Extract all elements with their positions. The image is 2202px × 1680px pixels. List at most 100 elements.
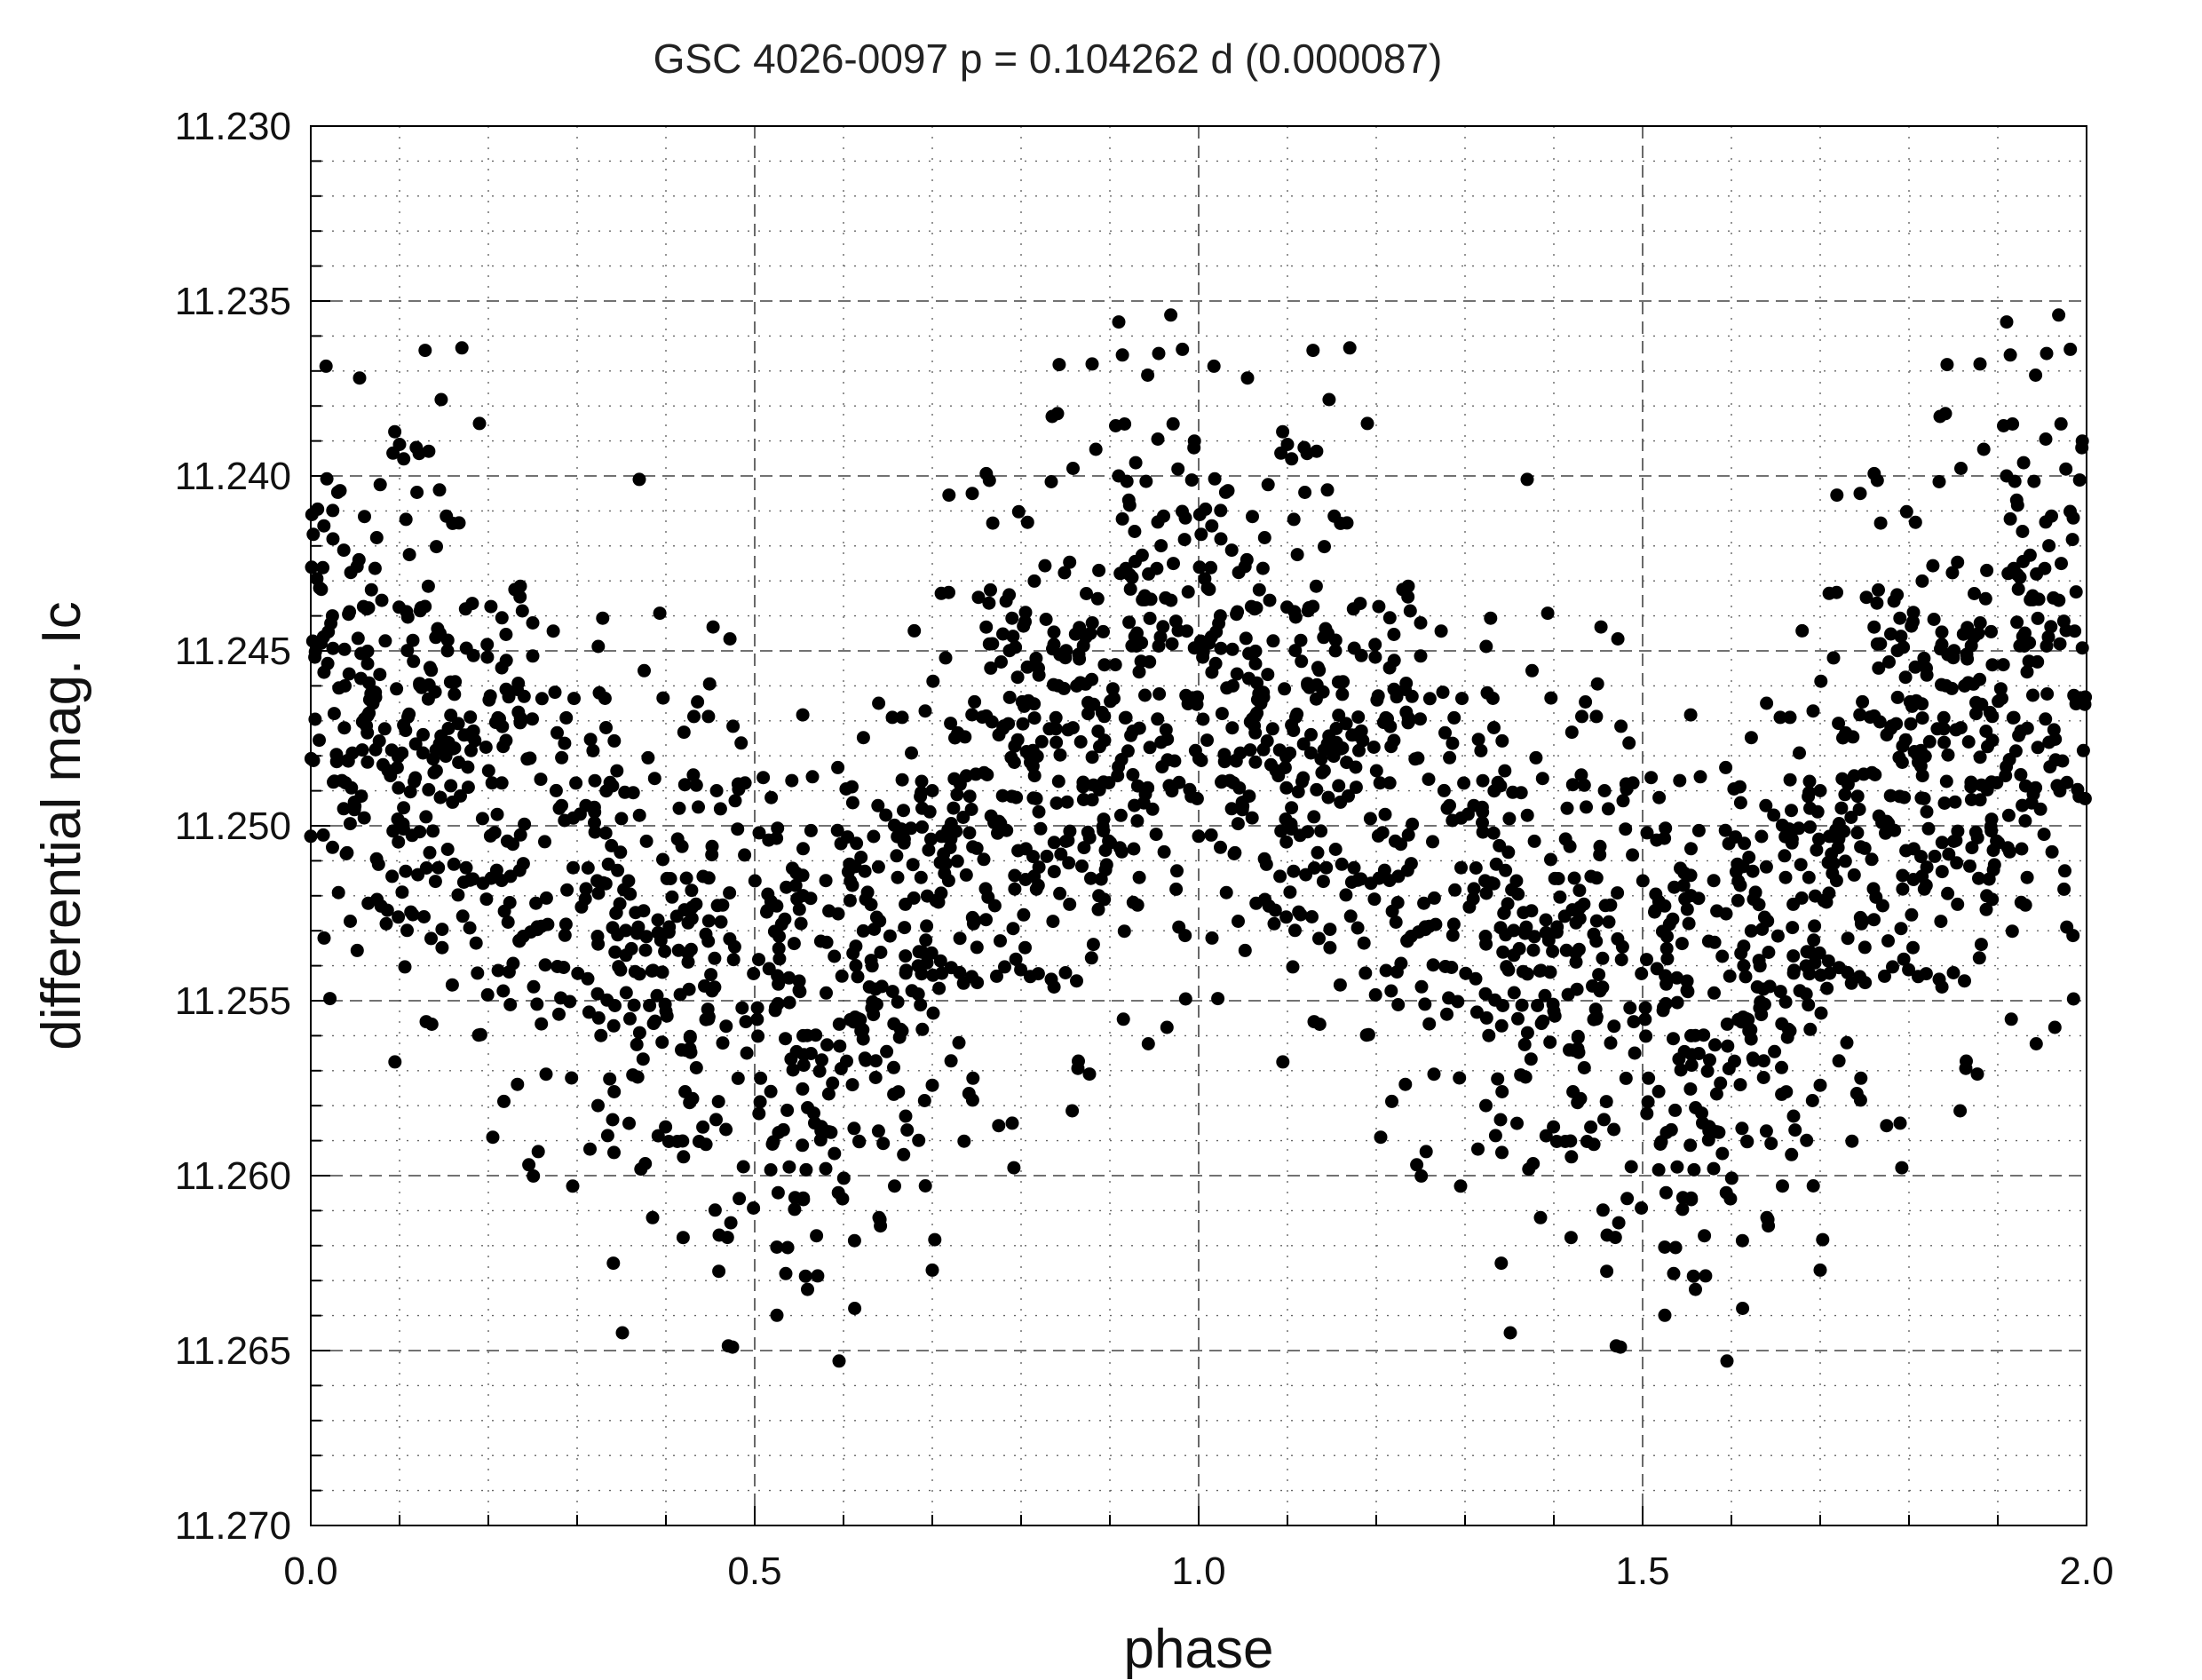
data-point bbox=[1638, 1012, 1652, 1026]
data-point bbox=[1454, 860, 1468, 875]
data-point bbox=[1507, 986, 1521, 1000]
data-point bbox=[658, 997, 672, 1011]
data-point bbox=[1047, 625, 1061, 639]
data-point bbox=[1328, 843, 1343, 856]
data-point bbox=[614, 845, 628, 860]
data-point bbox=[610, 764, 624, 778]
data-point bbox=[1996, 658, 2010, 672]
data-point bbox=[1141, 1037, 1155, 1050]
data-point bbox=[1999, 769, 2013, 783]
data-point bbox=[747, 1201, 761, 1215]
data-point bbox=[1803, 820, 1817, 834]
data-point bbox=[1572, 884, 1587, 898]
data-point bbox=[968, 694, 982, 709]
data-point bbox=[1808, 889, 1822, 903]
data-point bbox=[1006, 630, 1020, 644]
data-point bbox=[1010, 670, 1025, 685]
data-point bbox=[1274, 824, 1288, 838]
data-point bbox=[1141, 781, 1155, 795]
data-point bbox=[966, 840, 980, 854]
data-point bbox=[418, 344, 432, 358]
data-point bbox=[1938, 407, 1952, 421]
data-point bbox=[1368, 987, 1382, 1002]
data-point bbox=[1494, 1018, 1509, 1033]
data-point bbox=[1265, 722, 1279, 736]
data-point bbox=[1366, 741, 1381, 754]
data-point bbox=[2039, 515, 2053, 529]
data-point bbox=[701, 1002, 715, 1017]
data-point bbox=[1356, 733, 1370, 748]
data-point bbox=[994, 655, 1008, 669]
data-point bbox=[671, 943, 685, 957]
data-point bbox=[966, 1071, 980, 1085]
data-point bbox=[926, 1006, 940, 1020]
data-point bbox=[911, 959, 925, 973]
data-point bbox=[354, 671, 368, 685]
data-point bbox=[953, 777, 967, 791]
data-point bbox=[1046, 915, 1060, 929]
data-point bbox=[1806, 1179, 1820, 1193]
data-point bbox=[2048, 733, 2063, 746]
data-point bbox=[1063, 897, 1077, 911]
data-point bbox=[1529, 750, 1543, 765]
data-point bbox=[419, 810, 433, 824]
data-point bbox=[1951, 555, 1965, 569]
data-point bbox=[2029, 1037, 2043, 1050]
data-point bbox=[2072, 473, 2087, 487]
data-point bbox=[1608, 1231, 1622, 1245]
data-point bbox=[1844, 976, 1858, 990]
data-point bbox=[2022, 654, 2036, 669]
data-point bbox=[1541, 933, 1556, 947]
data-point bbox=[1572, 911, 1587, 925]
data-point bbox=[1786, 1109, 1801, 1123]
data-point bbox=[358, 510, 371, 524]
data-point bbox=[871, 860, 885, 874]
data-point bbox=[1343, 341, 1357, 355]
data-point bbox=[1628, 1046, 1642, 1060]
data-point bbox=[887, 1087, 901, 1101]
data-point bbox=[1422, 692, 1437, 706]
data-point bbox=[1332, 709, 1346, 722]
data-point bbox=[1339, 888, 1353, 902]
data-point bbox=[830, 823, 844, 837]
data-point bbox=[1229, 754, 1243, 768]
data-point bbox=[1060, 795, 1074, 809]
data-point bbox=[1427, 1067, 1441, 1082]
data-point bbox=[1600, 1264, 1614, 1279]
data-point bbox=[1248, 644, 1263, 658]
data-point bbox=[1546, 944, 1560, 958]
data-point bbox=[850, 836, 864, 851]
data-point bbox=[479, 892, 494, 907]
data-point bbox=[922, 843, 936, 857]
data-point bbox=[1050, 735, 1064, 749]
data-point bbox=[710, 899, 725, 913]
data-point bbox=[1117, 924, 1131, 939]
data-point bbox=[1438, 960, 1453, 973]
data-point bbox=[1006, 922, 1020, 936]
data-point bbox=[683, 1031, 697, 1045]
data-point bbox=[609, 906, 623, 920]
data-point bbox=[1014, 963, 1028, 977]
data-point bbox=[1448, 883, 1462, 897]
data-point bbox=[708, 951, 722, 965]
data-point bbox=[879, 808, 893, 822]
data-point bbox=[819, 1161, 833, 1176]
data-point bbox=[1681, 985, 1695, 999]
data-point bbox=[1085, 357, 1099, 371]
data-point bbox=[581, 861, 595, 875]
data-point bbox=[1564, 1231, 1578, 1245]
data-point bbox=[594, 1028, 608, 1042]
data-point bbox=[1857, 767, 1871, 781]
data-point bbox=[1689, 1101, 1703, 1114]
data-point bbox=[448, 687, 462, 701]
data-point bbox=[1517, 906, 1531, 920]
data-point bbox=[1840, 1035, 1854, 1050]
data-point bbox=[1510, 1116, 1524, 1130]
data-point bbox=[659, 1120, 673, 1134]
data-point bbox=[1820, 981, 1834, 995]
data-point bbox=[1285, 801, 1299, 815]
data-point bbox=[306, 527, 321, 542]
data-point bbox=[771, 821, 785, 836]
data-point bbox=[1427, 891, 1441, 905]
data-point bbox=[1293, 828, 1307, 843]
